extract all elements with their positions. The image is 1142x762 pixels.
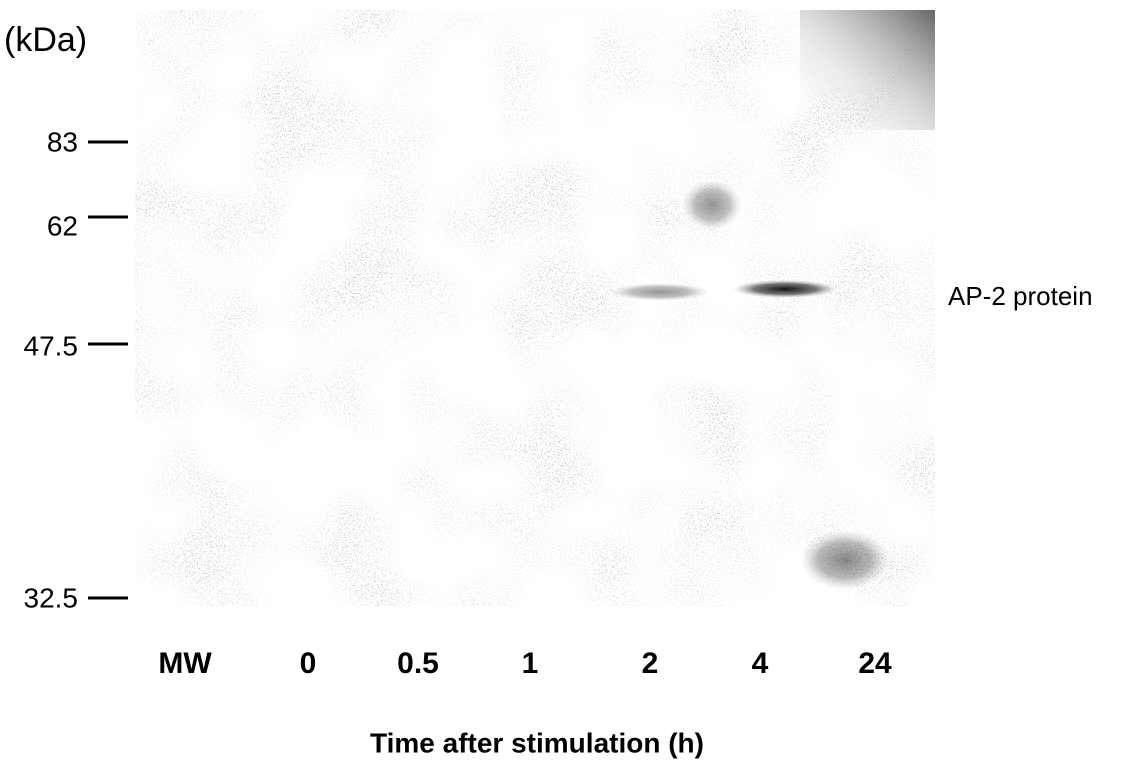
marker-label: 62 [47,210,78,241]
unit-label: (kDa) [4,21,87,59]
lane-label: 4 [752,647,769,680]
band-label: AP-2 protein [948,281,1093,311]
marker-label: 32.5 [24,582,79,613]
gel-smudge [682,180,742,230]
gel-smudge [800,530,890,590]
gel [135,10,935,606]
x-axis-label: Time after stimulation (h) [370,727,704,758]
marker-label: 83 [47,126,78,157]
lane-label: MW [158,647,212,680]
protein-band [733,280,837,298]
lane-label: 1 [522,647,539,680]
lane-label: 24 [858,647,892,680]
lane-label: 2 [642,647,659,680]
lane-label: 0 [300,647,317,680]
lane-labels: MW 0 0.5 1 2 4 24 [158,647,892,680]
lane-label: 0.5 [397,647,439,680]
gel-corner-shade [800,10,935,130]
protein-band [610,283,710,301]
mw-markers: 83 62 47.5 32.5 [24,126,128,613]
marker-label: 47.5 [24,330,79,361]
